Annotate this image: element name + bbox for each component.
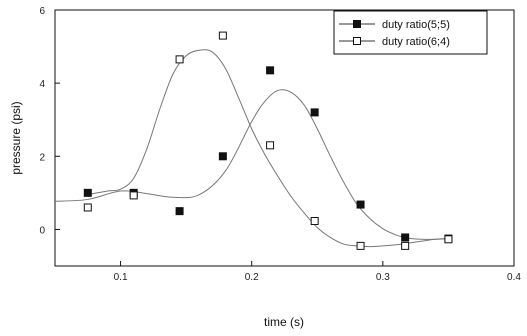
series-2-point bbox=[401, 241, 410, 250]
series-2-point bbox=[175, 55, 184, 64]
axis-ticks: 0.1 0.2 0.3 0.4 0 2 4 6 bbox=[39, 6, 521, 283]
data-markers bbox=[83, 31, 453, 250]
series-2-point bbox=[356, 241, 365, 250]
series-1-point bbox=[266, 66, 275, 75]
y-tick-label: 2 bbox=[39, 152, 45, 163]
series-2-point bbox=[83, 203, 92, 212]
fit-curves bbox=[54, 49, 449, 248]
series-1-point bbox=[401, 233, 410, 242]
plot-frame bbox=[54, 9, 515, 267]
series-2-point bbox=[444, 235, 453, 244]
series-2-point bbox=[310, 217, 319, 226]
series-2-point bbox=[129, 191, 138, 200]
series-1-point bbox=[218, 152, 227, 161]
series-1-point bbox=[83, 188, 92, 197]
series-1-point bbox=[175, 207, 184, 216]
series-1-point bbox=[356, 200, 365, 209]
y-tick-label: 4 bbox=[39, 79, 45, 90]
legend-label-1: duty ratio(5;5) bbox=[382, 19, 450, 31]
legend-label-2: duty ratio(6;4) bbox=[382, 36, 450, 48]
legend-box bbox=[333, 10, 488, 55]
legend-marker-1 bbox=[353, 20, 361, 28]
series-1-fit-curve bbox=[54, 89, 449, 240]
legend-marker-2 bbox=[353, 37, 361, 45]
plot-area bbox=[54, 9, 515, 267]
x-tick-label: 0.4 bbox=[507, 272, 521, 283]
x-tick-label: 0.1 bbox=[114, 272, 128, 283]
x-tick-label: 0.2 bbox=[245, 272, 259, 283]
x-tick-label: 0.3 bbox=[376, 272, 390, 283]
y-tick-label: 6 bbox=[39, 6, 45, 17]
series-2-point bbox=[218, 31, 227, 40]
series-2-point bbox=[266, 141, 275, 150]
series-1-point bbox=[310, 108, 319, 117]
legend: duty ratio(5;5) duty ratio(6;4) bbox=[333, 10, 488, 55]
y-tick-label: 0 bbox=[39, 225, 45, 236]
series-2-fit-curve bbox=[87, 49, 449, 248]
y-axis-title: pressure (psi) bbox=[9, 101, 23, 174]
x-axis-title: time (s) bbox=[264, 315, 304, 329]
